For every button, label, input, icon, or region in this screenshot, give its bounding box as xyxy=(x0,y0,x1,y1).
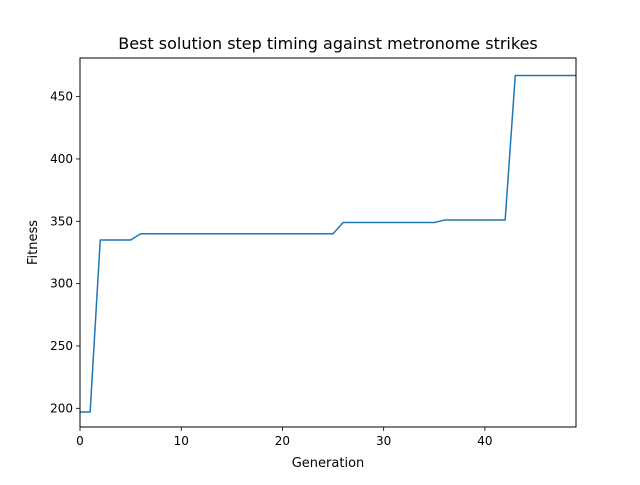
x-tick-label: 30 xyxy=(376,434,391,448)
y-tick-label: 200 xyxy=(50,401,73,415)
plot-area xyxy=(80,74,576,413)
plot-frame xyxy=(79,57,577,428)
y-axis-label: Fitness xyxy=(26,220,41,265)
chart-title: Best solution step timing against metron… xyxy=(118,34,538,53)
y-tick-label: 250 xyxy=(50,339,73,353)
y-tick-label: 450 xyxy=(50,90,73,104)
y-tick-label: 400 xyxy=(50,152,73,166)
x-tick-label: 0 xyxy=(76,434,84,448)
y-tick-label: 350 xyxy=(50,214,73,228)
y-axis-ticks: 200 250 300 350 400 450 xyxy=(50,90,80,415)
x-axis-ticks: 0 10 20 30 40 xyxy=(76,427,493,448)
x-tick-label: 10 xyxy=(174,434,189,448)
x-tick-label: 20 xyxy=(275,434,290,448)
series-line-0 xyxy=(80,74,576,413)
x-tick-label: 40 xyxy=(477,434,492,448)
y-tick-label: 300 xyxy=(50,277,73,291)
x-axis-label: Generation xyxy=(292,456,365,471)
